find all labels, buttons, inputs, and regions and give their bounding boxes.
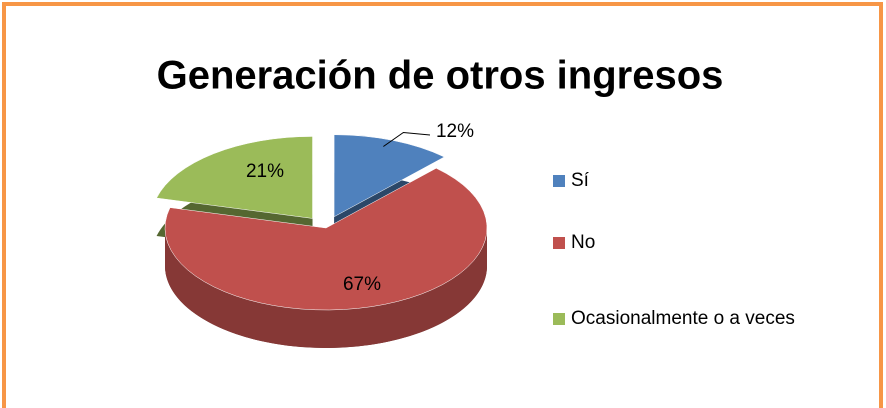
data-label: 12% <box>436 121 474 142</box>
chart-title: Generación de otros ingresos <box>157 54 724 98</box>
slice <box>164 167 488 311</box>
slice <box>333 134 445 218</box>
legend-label: Sí <box>571 170 590 191</box>
slice <box>156 136 313 219</box>
data-label: 21% <box>246 161 284 182</box>
legend-label: Ocasionalmente o a veces <box>571 308 795 329</box>
legend-swatch <box>553 313 565 325</box>
legend-swatch <box>553 175 565 187</box>
data-label: 67% <box>343 274 381 295</box>
legend-label: No <box>571 232 595 253</box>
leader-line <box>383 131 431 147</box>
legend-swatch <box>553 237 565 249</box>
slice-side <box>165 228 487 348</box>
